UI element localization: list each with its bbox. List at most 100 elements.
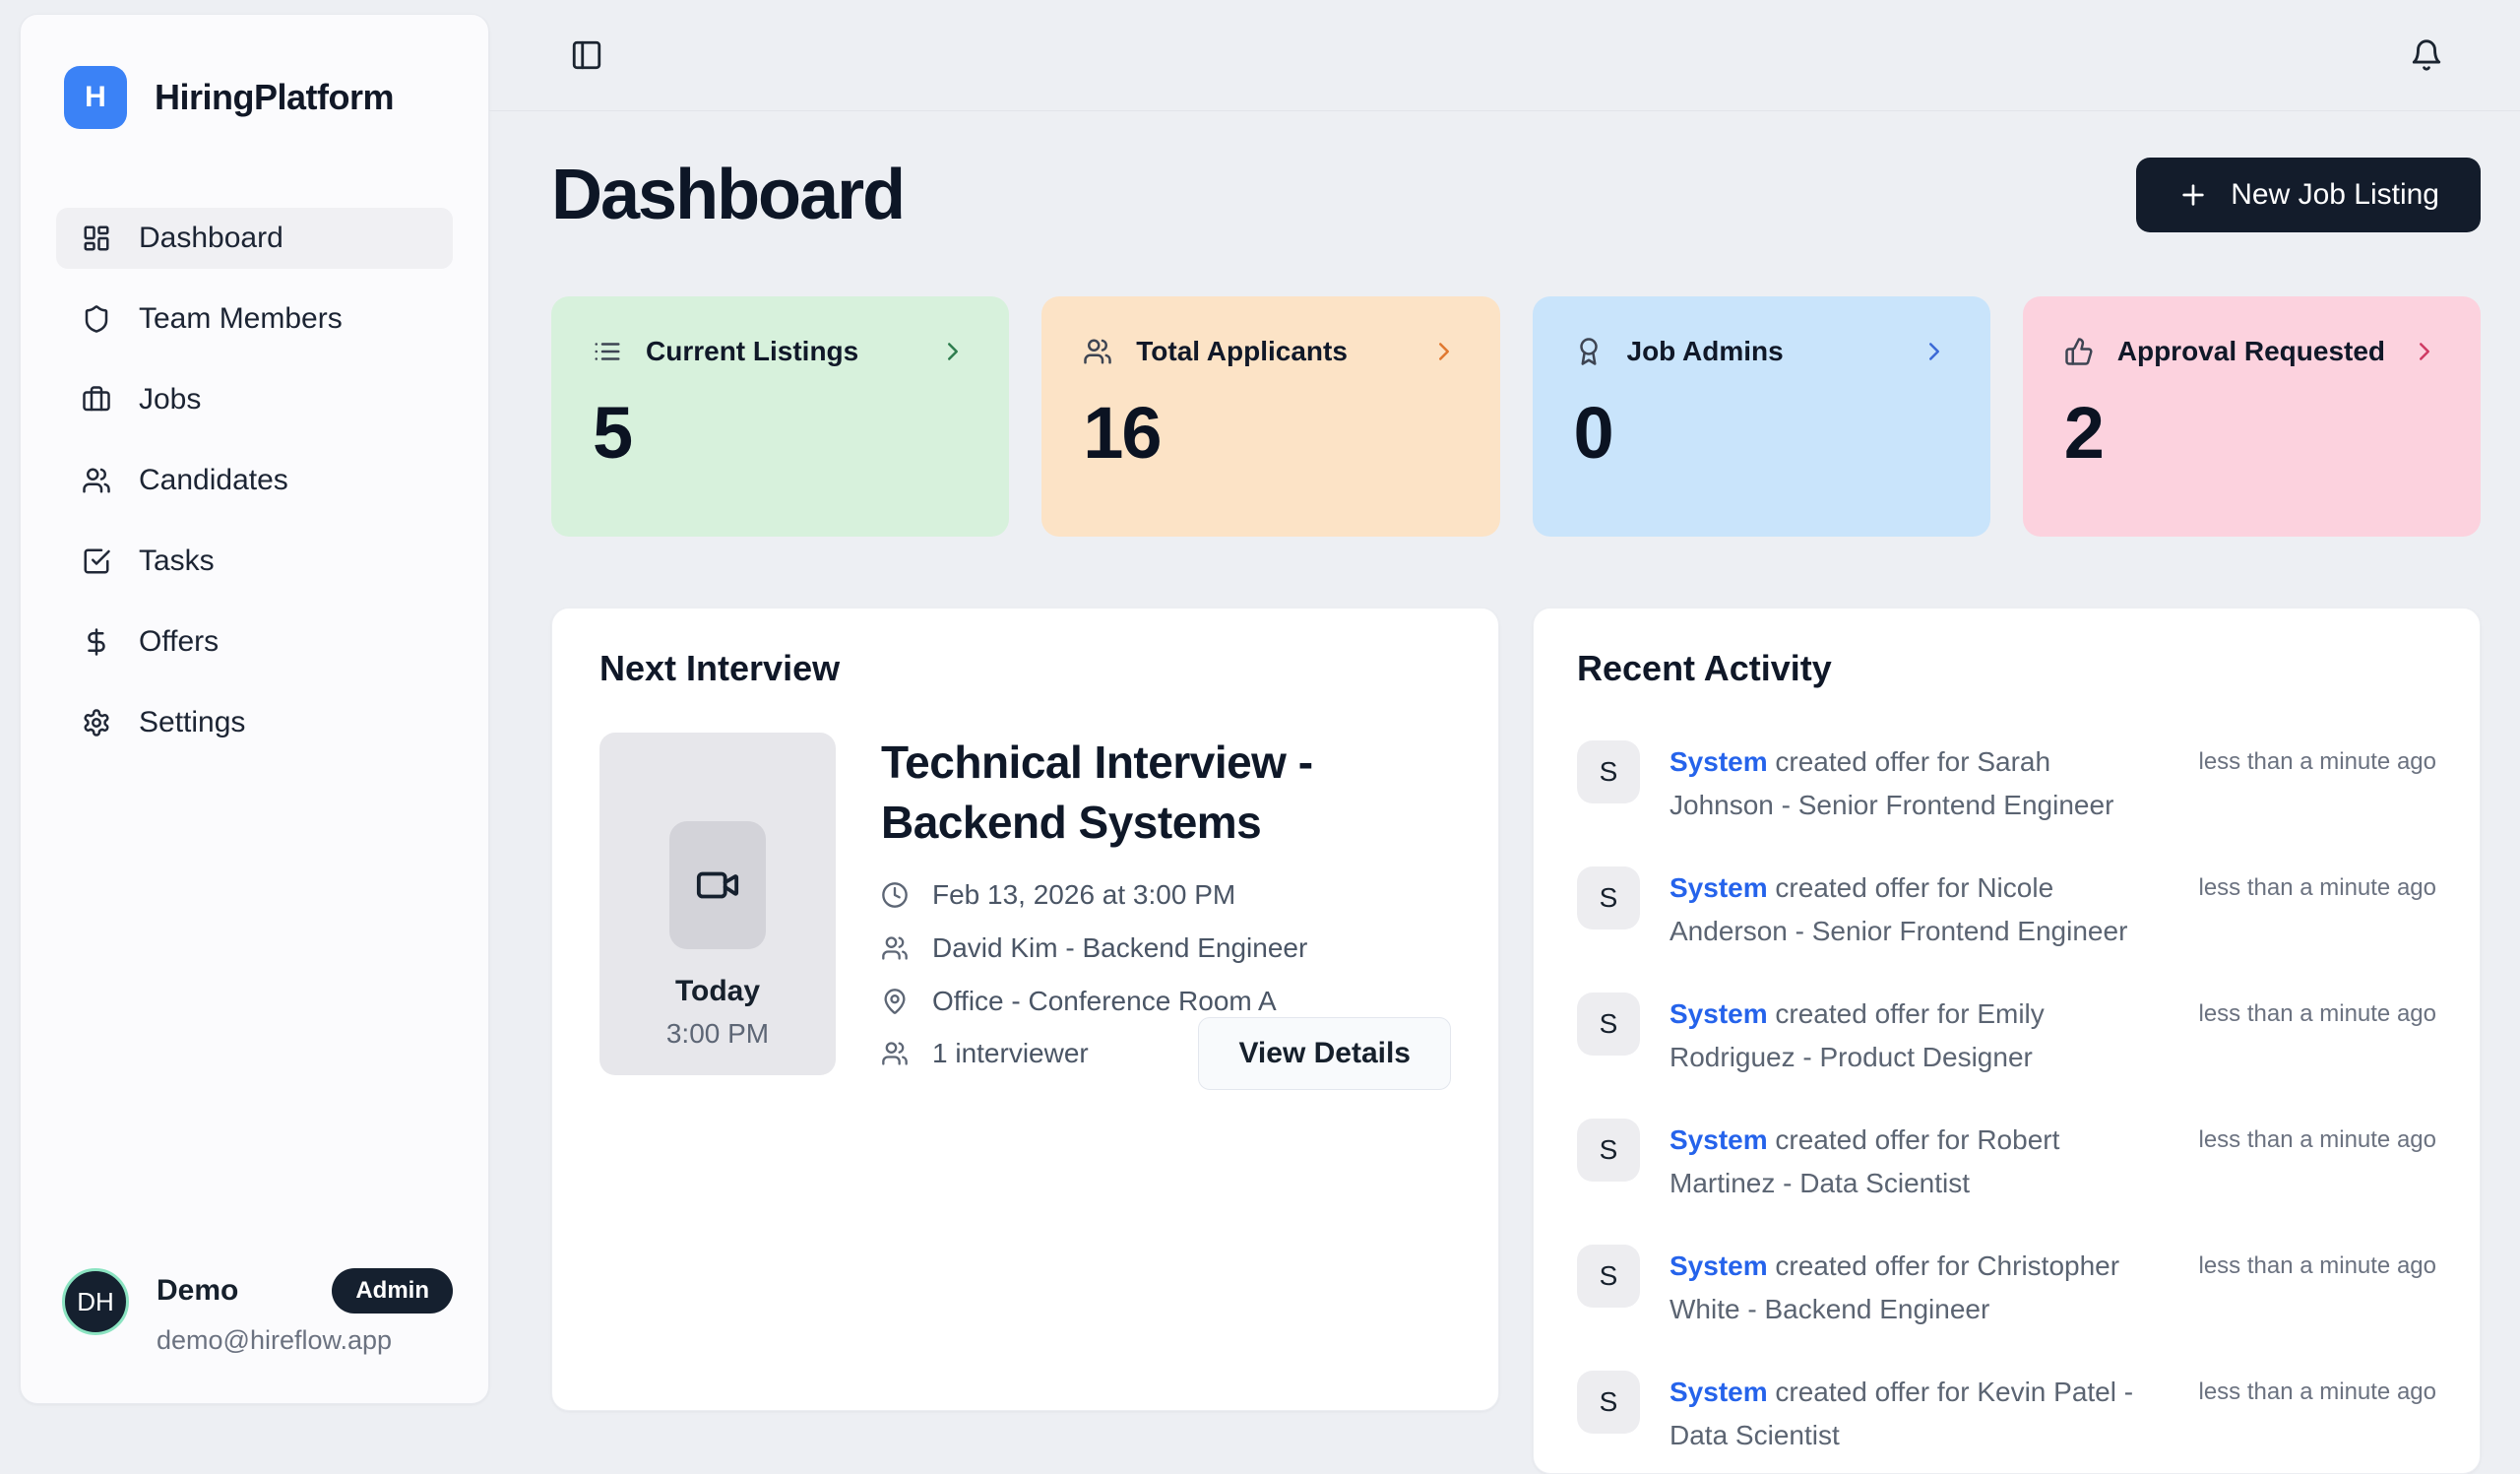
interview-details: Technical Interview - Backend Systems Fe…	[881, 733, 1451, 1091]
new-job-listing-button[interactable]: New Job Listing	[2136, 158, 2481, 232]
avatar: DH	[62, 1268, 129, 1335]
content: Dashboard New Job Listing Current Listin…	[489, 111, 2520, 1474]
activity-actor: System	[1670, 1250, 1768, 1281]
clock-icon	[881, 881, 909, 909]
sidebar-item-team-members[interactable]: Team Members	[56, 288, 453, 350]
recent-activity-panel: Recent Activity S System created offer f…	[1533, 608, 2481, 1474]
sidebar-item-label: Team Members	[139, 302, 343, 335]
shield-icon	[82, 304, 111, 334]
page-header: Dashboard New Job Listing	[551, 155, 2481, 235]
activity-item[interactable]: S System created offer for Robert Martin…	[1577, 1119, 2436, 1205]
list-icon	[593, 337, 622, 366]
role-badge: Admin	[332, 1268, 453, 1314]
check-square-icon	[82, 546, 111, 576]
sidebar-item-dashboard[interactable]: Dashboard	[56, 208, 453, 269]
activity-actor: System	[1670, 998, 1768, 1029]
sidebar-item-label: Dashboard	[139, 222, 284, 254]
activity-avatar: S	[1577, 1119, 1640, 1182]
activity-item[interactable]: S System created offer for Sarah Johnson…	[1577, 740, 2436, 827]
panels-row: Next Interview Today 3:00 PM Technical I…	[551, 608, 2481, 1474]
stat-card-current-listings[interactable]: Current Listings 5	[551, 296, 1010, 537]
activity-item[interactable]: S System created offer for Kevin Patel -…	[1577, 1371, 2436, 1457]
thumbs-up-icon	[2064, 337, 2094, 366]
gear-icon	[82, 708, 111, 737]
sidebar-item-label: Offers	[139, 625, 220, 658]
brand: H HiringPlatform	[56, 66, 453, 129]
stat-value: 0	[1573, 392, 1614, 474]
sidebar-item-label: Tasks	[139, 545, 215, 577]
notifications-button[interactable]	[2410, 38, 2443, 72]
chevron-right-icon	[2410, 337, 2439, 366]
view-details-button[interactable]: View Details	[1198, 1017, 1451, 1091]
interview-datetime-row: Feb 13, 2026 at 3:00 PM	[881, 879, 1451, 911]
activity-timestamp: less than a minute ago	[2198, 1252, 2437, 1279]
activity-text: System created offer for Sarah Johnson -…	[1670, 740, 2136, 827]
stat-label: Total Applicants	[1136, 336, 1348, 366]
interview-datetime: Feb 13, 2026 at 3:00 PM	[932, 879, 1236, 911]
recent-activity-title: Recent Activity	[1577, 648, 1832, 688]
interview-job-title: Technical Interview - Backend Systems	[881, 737, 1313, 848]
sidebar-item-label: Candidates	[139, 464, 288, 496]
activity-timestamp: less than a minute ago	[2198, 748, 2437, 775]
sidebar: H HiringPlatform Dashboard Team Members …	[20, 14, 489, 1404]
sidebar-item-jobs[interactable]: Jobs	[56, 369, 453, 430]
activity-actor: System	[1670, 1124, 1768, 1155]
activity-item[interactable]: S System created offer for Christopher W…	[1577, 1245, 2436, 1331]
activity-avatar: S	[1577, 1245, 1640, 1308]
stats-row: Current Listings 5 Total Applicants	[551, 296, 2481, 537]
activity-description: created offer for Robert Martinez - Data…	[1670, 1124, 2060, 1198]
users-icon	[881, 1040, 909, 1067]
next-interview-title: Next Interview	[599, 648, 841, 688]
page-title: Dashboard	[551, 156, 906, 234]
user-section[interactable]: DH Demo Admin demo@hireflow.app	[56, 1268, 453, 1356]
sidebar-item-label: Jobs	[139, 383, 202, 416]
sidebar-toggle-button[interactable]	[570, 38, 603, 72]
interview-time-label: 3:00 PM	[665, 1018, 770, 1049]
interview-candidate: David Kim - Backend Engineer	[932, 932, 1308, 964]
activity-avatar: S	[1577, 1371, 1640, 1434]
activity-list: S System created offer for Sarah Johnson…	[1577, 740, 2436, 1457]
activity-description: created offer for Nicole Anderson - Seni…	[1670, 872, 2128, 946]
activity-avatar: S	[1577, 866, 1640, 929]
interview-location-row: Office - Conference Room A	[881, 986, 1451, 1017]
sidebar-item-offers[interactable]: Offers	[56, 611, 453, 673]
activity-timestamp: less than a minute ago	[2198, 874, 2437, 901]
activity-text: System created offer for Christopher Whi…	[1670, 1245, 2136, 1331]
users-icon	[881, 934, 909, 962]
activity-item[interactable]: S System created offer for Nicole Anders…	[1577, 866, 2436, 953]
activity-text: System created offer for Emily Rodriguez…	[1670, 993, 2136, 1079]
sidebar-item-tasks[interactable]: Tasks	[56, 531, 453, 592]
users-icon	[82, 466, 111, 495]
chevron-right-icon	[1429, 337, 1459, 366]
activity-text: System created offer for Nicole Anderson…	[1670, 866, 2136, 953]
layout-dashboard-icon	[82, 224, 111, 253]
activity-description: created offer for Sarah Johnson - Senior…	[1670, 746, 2114, 820]
user-info: Demo Admin demo@hireflow.app	[157, 1268, 453, 1356]
activity-text: System created offer for Kevin Patel - D…	[1670, 1371, 2136, 1457]
activity-item[interactable]: S System created offer for Emily Rodrigu…	[1577, 993, 2436, 1079]
activity-actor: System	[1670, 746, 1768, 777]
activity-timestamp: less than a minute ago	[2198, 1126, 2437, 1153]
users-icon	[1083, 337, 1112, 366]
topbar	[489, 0, 2520, 111]
activity-actor: System	[1670, 872, 1768, 903]
activity-description: created offer for Emily Rodriguez - Prod…	[1670, 998, 2045, 1072]
user-name: Demo	[157, 1274, 239, 1307]
sidebar-item-label: Settings	[139, 706, 246, 738]
interview-candidate-row: David Kim - Backend Engineer	[881, 932, 1451, 964]
stat-card-total-applicants[interactable]: Total Applicants 16	[1041, 296, 1500, 537]
interviewer-count-row: 1 interviewer	[881, 1038, 1089, 1069]
bell-icon	[2410, 38, 2443, 72]
stat-card-approval-requested[interactable]: Approval Requested 2	[2022, 296, 2481, 537]
activity-avatar: S	[1577, 740, 1640, 803]
activity-timestamp: less than a minute ago	[2198, 1000, 2437, 1027]
user-email: demo@hireflow.app	[157, 1325, 393, 1355]
sidebar-item-settings[interactable]: Settings	[56, 692, 453, 753]
new-job-listing-label: New Job Listing	[2231, 178, 2439, 211]
plus-icon	[2177, 179, 2209, 211]
sidebar-item-candidates[interactable]: Candidates	[56, 450, 453, 511]
interview-location: Office - Conference Room A	[932, 986, 1277, 1017]
stat-card-job-admins[interactable]: Job Admins 0	[1532, 296, 1990, 537]
stat-value: 2	[2063, 392, 2105, 474]
activity-actor: System	[1670, 1377, 1768, 1407]
